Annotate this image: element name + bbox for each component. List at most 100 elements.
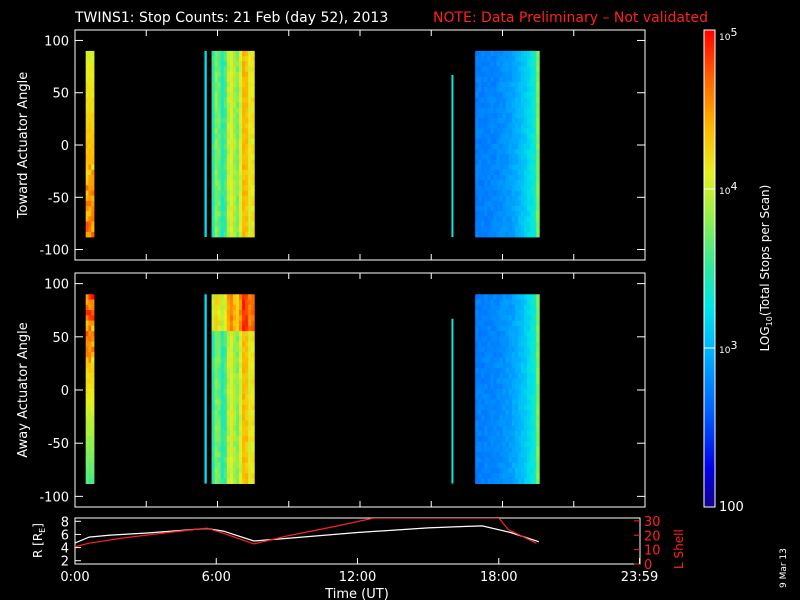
heatmap-cell	[248, 164, 252, 171]
heatmap-cell	[91, 200, 95, 207]
heatmap-cell	[242, 378, 246, 385]
heatmap-cell	[245, 336, 249, 343]
heatmap-cell	[226, 185, 231, 191]
heatmap-cell	[223, 200, 228, 207]
heatmap-cell	[487, 92, 491, 98]
heatmap-cell	[514, 425, 519, 432]
heatmap-cell	[85, 404, 89, 411]
heatmap-cell	[223, 56, 228, 62]
heatmap-cell	[220, 478, 225, 484]
heatmap-cell	[242, 159, 246, 166]
heatmap-cell	[242, 76, 246, 83]
heatmap-cell	[229, 138, 234, 145]
heatmap-cell	[229, 169, 234, 176]
heatmap-cell	[487, 112, 491, 119]
heatmap-cell	[517, 325, 522, 332]
heatmap-cell	[505, 61, 510, 67]
heatmap-cell	[508, 331, 513, 337]
heatmap-cell	[487, 87, 491, 93]
heatmap-cell	[533, 388, 537, 395]
heatmap-cell	[530, 409, 534, 416]
heatmap-cell	[232, 357, 237, 364]
heatmap-cell	[214, 436, 219, 442]
heatmap-cell	[493, 128, 497, 135]
heatmap-cell	[487, 143, 491, 150]
heatmap-cell	[242, 320, 246, 327]
heatmap-cell	[524, 367, 528, 374]
heatmap-cell	[223, 231, 228, 238]
heatmap-cell	[235, 373, 240, 379]
heatmap-cell	[251, 378, 255, 385]
heatmap-cell	[248, 378, 252, 385]
heatmap-cell	[229, 420, 234, 427]
heatmap-cell	[475, 367, 479, 374]
heatmap-cell	[490, 87, 494, 93]
heatmap-cell	[226, 452, 231, 458]
heatmap-cell	[502, 346, 507, 353]
heatmap-cell	[490, 399, 494, 406]
heatmap-cell	[239, 154, 243, 160]
heatmap-cell	[251, 478, 255, 484]
heatmap-cell	[91, 436, 95, 442]
heatmap-cell	[91, 102, 95, 109]
heatmap-cell	[245, 457, 249, 463]
heatmap-cell	[248, 346, 252, 353]
heatmap-cell	[229, 195, 234, 202]
heatmap-cell	[229, 87, 234, 93]
heatmap-cell	[229, 226, 234, 233]
heatmap-cell	[232, 211, 237, 217]
heatmap-cell	[239, 81, 243, 88]
heatmap-cell	[487, 388, 491, 395]
heatmap-cell	[490, 394, 494, 400]
heatmap-cell	[85, 190, 89, 197]
heatmap-cell	[496, 404, 501, 411]
heatmap-cell	[475, 102, 479, 109]
heatmap-cell	[211, 102, 216, 109]
heatmap-cell	[85, 143, 89, 150]
heatmap-cell	[493, 102, 497, 109]
heatmap-cell	[88, 457, 92, 463]
heatmap-cell	[232, 180, 237, 186]
heatmap-cell	[214, 310, 219, 316]
heatmap-cell	[511, 159, 516, 166]
heatmap-cell	[91, 71, 95, 78]
heatmap-cell	[499, 226, 504, 233]
heatmap-cell	[239, 226, 243, 233]
x-axis-label: Time (UT)	[324, 587, 389, 600]
heatmap-cell	[511, 185, 516, 191]
heatmap-cell	[484, 50, 488, 57]
heatmap-cell	[502, 169, 507, 176]
heatmap-cell	[217, 315, 222, 321]
heatmap-cell	[85, 138, 89, 145]
colorbar-tick-base: 10	[719, 33, 731, 43]
heatmap-cell	[478, 195, 482, 202]
heatmap-cell	[251, 118, 255, 124]
heatmap-cell	[235, 304, 240, 311]
heatmap-cell	[91, 362, 95, 369]
heatmap-cell	[493, 420, 497, 427]
heatmap-cell	[484, 71, 488, 78]
heatmap-cell	[214, 394, 219, 400]
heatmap-cell	[520, 195, 525, 202]
heatmap-cell	[505, 336, 510, 343]
heatmap-cell	[251, 452, 255, 458]
heatmap-cell	[527, 231, 531, 238]
heatmap-cell	[478, 180, 482, 186]
heatmap-cell	[511, 420, 516, 427]
heatmap-cell	[226, 133, 231, 140]
heatmap-cell	[533, 299, 537, 306]
heatmap-cell	[85, 346, 89, 353]
heatmap-cell	[508, 420, 513, 427]
heatmap-cell	[229, 190, 234, 197]
heatmap-cell	[481, 310, 485, 316]
heatmap-cell	[91, 66, 95, 72]
heatmap-cell	[481, 185, 485, 191]
heatmap-cell	[85, 478, 89, 484]
heatmap-cell	[505, 71, 510, 78]
heatmap-cell	[502, 164, 507, 171]
l-shell-axis-label: L Shell	[672, 529, 686, 569]
heatmap-cell	[211, 478, 216, 484]
heatmap-cell	[524, 362, 528, 369]
heatmap-cell	[478, 200, 482, 207]
heatmap-cell	[217, 399, 222, 406]
